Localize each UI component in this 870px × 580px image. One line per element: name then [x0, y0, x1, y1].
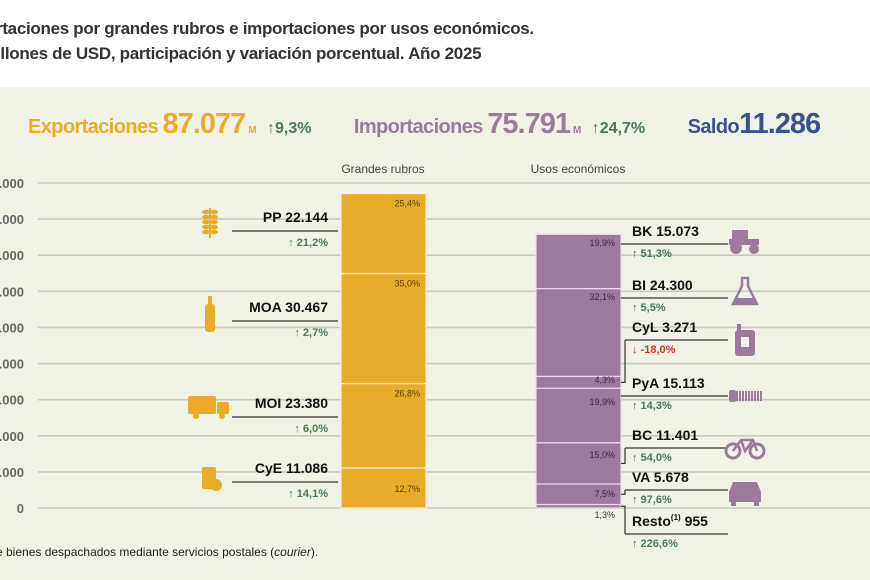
imports-variation: ↑24,7% — [591, 120, 646, 137]
imports-value: 75.791 — [487, 108, 571, 140]
variation-label: ↑ 5,5% — [632, 302, 666, 314]
bar-segment-moi — [340, 382, 427, 469]
variation-label: ↑ 97,6% — [632, 494, 672, 506]
category-label: Usos económicos — [531, 162, 626, 176]
footnote-end: ). — [310, 545, 319, 559]
variation-label: ↓ -18,0% — [632, 344, 676, 356]
imports-summary: Importaciones 75.791 M ↑24,7% — [354, 108, 645, 141]
jerrycan-icon — [735, 324, 755, 356]
y-tick-label: 0 — [17, 501, 24, 516]
share-label: 32,1% — [589, 292, 615, 302]
oil-barrel-icon — [202, 467, 222, 491]
variation-label: ↑ 226,6% — [632, 538, 678, 550]
chart-panel — [0, 87, 870, 580]
bar-segment-bi — [535, 288, 622, 378]
car-icon — [729, 482, 761, 506]
bottle-icon — [205, 296, 215, 332]
share-label: 12,7% — [394, 484, 420, 494]
bar-segment-cye — [340, 467, 427, 509]
variation-label: ↑ 21,2% — [288, 237, 328, 249]
imports-unit: M — [572, 125, 582, 136]
segment-label: BI 24.300 — [632, 277, 693, 293]
bar-segment-resto — [535, 503, 622, 509]
connector-line — [621, 340, 626, 383]
variation-label: ↑ 2,7% — [294, 327, 328, 339]
share-label: 4,3% — [594, 375, 615, 385]
footnote-text: e bienes despachados mediante servicios … — [0, 545, 275, 559]
share-label: 35,0% — [394, 279, 420, 289]
variation-label: ↑ 51,3% — [632, 248, 672, 260]
segment-label: BC 11.401 — [632, 427, 698, 443]
y-tick-label: 50.000 — [0, 320, 24, 335]
y-tick-label: 70.000 — [0, 248, 24, 263]
screw-icon — [729, 390, 762, 402]
imports-label: Importaciones — [353, 116, 484, 138]
connector-line — [621, 448, 626, 465]
share-label: 25,4% — [394, 199, 420, 209]
exports-variation: ↑9,3% — [266, 120, 312, 137]
variation-label: ↑ 6,0% — [294, 423, 328, 435]
share-label: 1,3% — [594, 510, 615, 520]
segment-label: VA 5.678 — [632, 469, 689, 485]
balance-value: 11.286 — [739, 108, 821, 140]
y-tick-label: 30.000 — [0, 393, 24, 408]
summary-row: Exportaciones 87.077 M ↑9,3% Importacione… — [28, 108, 858, 141]
bar-segment-bc — [535, 442, 622, 485]
footnote-italic: courier — [274, 545, 311, 559]
category-label: Grandes rubros — [341, 162, 424, 176]
share-label: 15,0% — [589, 450, 615, 460]
y-tick-label: 10.000 — [0, 465, 24, 480]
truck-icon — [188, 396, 229, 419]
segment-label: PP 22.144 — [263, 209, 328, 225]
segment-label: Resto(1) 955 — [632, 513, 708, 529]
segment-label: CyL 3.271 — [632, 319, 697, 335]
balance-summary: Saldo11.286 — [687, 108, 822, 141]
bar-segment-pp — [340, 192, 427, 275]
exports-label: Exportaciones — [28, 116, 159, 138]
y-tick-label: 40.000 — [0, 357, 24, 372]
y-tick-label: 20.000 — [0, 429, 24, 444]
exports-value: 87.077 — [162, 108, 246, 140]
share-label: 26,8% — [394, 389, 420, 399]
footnote: e bienes despachados mediante servicios … — [0, 545, 318, 559]
segment-label: BK 15.073 — [632, 223, 699, 239]
connector-line — [621, 505, 626, 534]
y-tick-label: 80.000 — [0, 212, 24, 227]
exports-summary: Exportaciones 87.077 M ↑9,3% — [28, 108, 311, 141]
y-tick-label: 60.000 — [0, 284, 24, 299]
segment-label: PyA 15.113 — [632, 375, 705, 391]
segment-label: MOI 23.380 — [255, 395, 328, 411]
share-label: 19,9% — [589, 238, 615, 248]
segment-label: CyE 11.086 — [255, 460, 328, 476]
variation-label: ↑ 14,3% — [632, 400, 672, 412]
wheat-icon — [202, 208, 218, 238]
bicycle-icon — [724, 438, 766, 460]
share-label: 19,9% — [589, 397, 615, 407]
variation-label: ↑ 14,1% — [288, 488, 328, 500]
chart-title: rtaciones por grandes rubros e importaci… — [0, 19, 534, 38]
variation-label: ↑ 54,0% — [632, 452, 672, 464]
exports-unit: M — [248, 125, 257, 136]
bar-segment-moa — [340, 272, 427, 385]
y-tick-label: 90.000 — [0, 176, 24, 191]
flask-icon — [730, 276, 760, 306]
share-label: 7,5% — [594, 489, 615, 499]
segment-label: MOA 30.467 — [249, 299, 328, 315]
tractor-icon — [729, 230, 759, 254]
connector-line — [621, 490, 626, 495]
balance-label: Saldo — [687, 116, 740, 138]
chart-subtitle: illones de USD, participación y variació… — [0, 44, 482, 63]
